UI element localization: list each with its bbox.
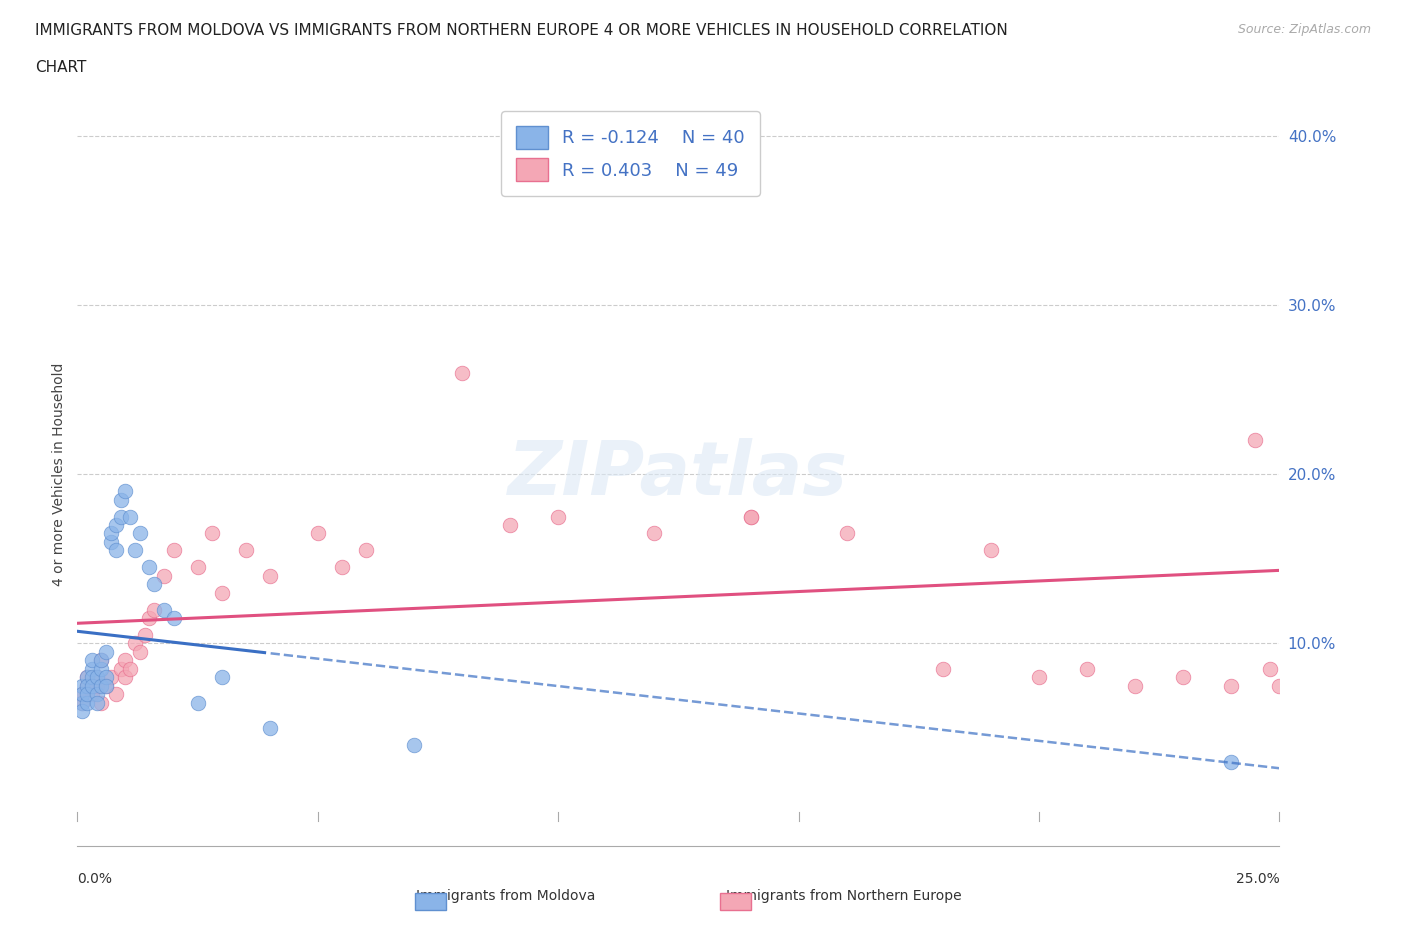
Point xyxy=(186,695,209,710)
Point xyxy=(211,670,233,684)
Point xyxy=(547,509,569,524)
Point xyxy=(692,163,714,178)
Point xyxy=(153,568,176,583)
Text: Immigrants from Moldova: Immigrants from Moldova xyxy=(416,889,596,903)
Point xyxy=(110,661,132,676)
Legend: R = -0.124    N = 40, R = 0.403    N = 49: R = -0.124 N = 40, R = 0.403 N = 49 xyxy=(501,112,759,195)
Point xyxy=(70,678,93,693)
Point xyxy=(76,678,98,693)
Point xyxy=(235,543,257,558)
Point xyxy=(114,484,136,498)
Text: CHART: CHART xyxy=(35,60,87,75)
Point xyxy=(104,686,127,701)
Point xyxy=(80,670,103,684)
Point xyxy=(104,518,127,533)
Point xyxy=(86,670,108,684)
Point xyxy=(124,543,146,558)
Point xyxy=(740,509,762,524)
Point xyxy=(740,509,762,524)
Point xyxy=(90,695,112,710)
Point xyxy=(1076,661,1098,676)
Text: IMMIGRANTS FROM MOLDOVA VS IMMIGRANTS FROM NORTHERN EUROPE 4 OR MORE VEHICLES IN: IMMIGRANTS FROM MOLDOVA VS IMMIGRANTS FR… xyxy=(35,23,1008,38)
Point xyxy=(114,670,136,684)
Y-axis label: 4 or more Vehicles in Household: 4 or more Vehicles in Household xyxy=(52,363,66,586)
Point xyxy=(1173,670,1195,684)
Point xyxy=(80,686,103,701)
Point xyxy=(980,543,1002,558)
Point xyxy=(120,661,142,676)
Point xyxy=(124,636,146,651)
Point xyxy=(86,670,108,684)
Point xyxy=(70,695,93,710)
Point xyxy=(100,526,122,541)
Text: Source: ZipAtlas.com: Source: ZipAtlas.com xyxy=(1237,23,1371,36)
Point xyxy=(90,678,112,693)
Point xyxy=(86,695,108,710)
Point xyxy=(499,518,522,533)
Point xyxy=(76,678,98,693)
Point xyxy=(96,670,118,684)
Point xyxy=(100,535,122,550)
Point xyxy=(143,577,166,591)
Point xyxy=(138,611,160,626)
Point xyxy=(835,526,858,541)
Point xyxy=(1123,678,1146,693)
Point xyxy=(451,365,474,380)
Point xyxy=(211,585,233,600)
Point xyxy=(76,695,98,710)
Point xyxy=(162,543,184,558)
Point xyxy=(90,653,112,668)
Point xyxy=(86,686,108,701)
Text: 25.0%: 25.0% xyxy=(1236,872,1279,886)
Point xyxy=(259,568,281,583)
Point xyxy=(86,678,108,693)
Point xyxy=(643,526,665,541)
Point xyxy=(70,704,93,719)
Point xyxy=(90,661,112,676)
Point xyxy=(76,686,98,701)
Text: ZIPatlas: ZIPatlas xyxy=(509,438,848,511)
Point xyxy=(114,653,136,668)
Point xyxy=(1220,754,1243,769)
Point xyxy=(128,644,150,659)
Point xyxy=(100,670,122,684)
Point xyxy=(80,653,103,668)
Point xyxy=(186,560,209,575)
Point xyxy=(120,509,142,524)
Point xyxy=(76,670,98,684)
Point xyxy=(70,695,93,710)
Point xyxy=(90,653,112,668)
Point xyxy=(143,602,166,617)
Point xyxy=(134,628,156,643)
Point xyxy=(162,611,184,626)
Point xyxy=(128,526,150,541)
Point xyxy=(354,543,377,558)
Point xyxy=(1268,678,1291,693)
Text: 0.0%: 0.0% xyxy=(77,872,112,886)
Point xyxy=(138,560,160,575)
Point xyxy=(402,737,425,752)
Point xyxy=(1244,433,1267,448)
Point xyxy=(110,509,132,524)
Point xyxy=(96,644,118,659)
Point xyxy=(153,602,176,617)
Point xyxy=(932,661,955,676)
Point xyxy=(80,678,103,693)
Point xyxy=(259,721,281,736)
Point xyxy=(1028,670,1050,684)
Point xyxy=(307,526,329,541)
Point xyxy=(96,678,118,693)
Point xyxy=(1220,678,1243,693)
Point xyxy=(104,543,127,558)
Point xyxy=(110,492,132,507)
Point xyxy=(201,526,224,541)
Point xyxy=(330,560,353,575)
Text: Immigrants from Northern Europe: Immigrants from Northern Europe xyxy=(725,889,962,903)
Point xyxy=(96,678,118,693)
Point xyxy=(76,670,98,684)
Point xyxy=(70,686,93,701)
Point xyxy=(1258,661,1281,676)
Point xyxy=(70,686,93,701)
Point xyxy=(80,661,103,676)
